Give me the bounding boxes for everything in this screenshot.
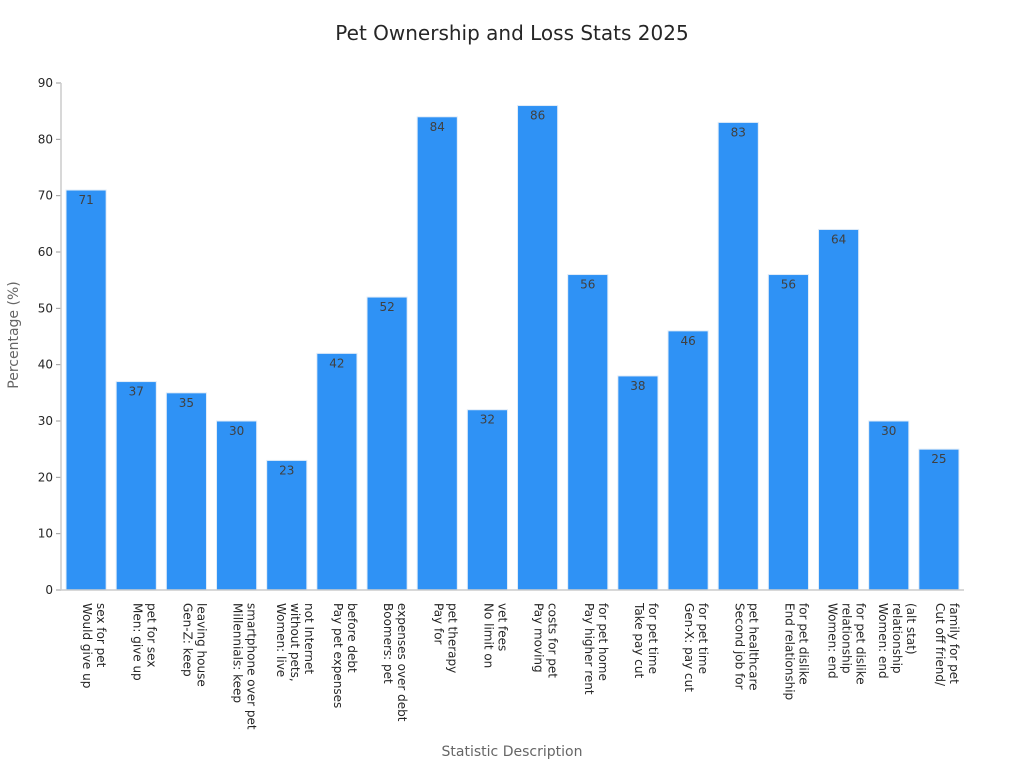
- x-tick-label: No limit onvet fees: [481, 603, 509, 668]
- x-tick-label: Cut off friend/family for pet: [933, 603, 961, 687]
- svg-text:Cut off friend/family for pet: Cut off friend/family for pet: [933, 603, 961, 687]
- bar: [667, 330, 709, 591]
- svg-text:Women: livewithout pets,not In: Women: livewithout pets,not Internet: [274, 603, 316, 682]
- y-tick-label: 20: [38, 470, 53, 484]
- bar-value-label: 71: [78, 193, 93, 207]
- x-tick-label: End relationshipfor pet dislike: [782, 603, 810, 700]
- y-tick-label: 70: [38, 189, 53, 203]
- bar: [918, 448, 960, 591]
- y-axis-title: Percentage (%): [6, 281, 22, 388]
- bar: [65, 189, 107, 591]
- svg-text:Pay higher rentfor pet home: Pay higher rentfor pet home: [582, 603, 610, 695]
- x-tick-label: Millennials: keepsmartphone over pet: [231, 603, 259, 730]
- bar-value-label: 37: [129, 385, 144, 399]
- bar: [567, 274, 609, 591]
- x-tick-label: Would give upsex for pet: [80, 603, 108, 688]
- bar-value-label: 64: [831, 232, 846, 246]
- x-tick-label: Women: endrelationship(alt stat): [876, 603, 918, 679]
- x-tick-label: Pay forpet therapy: [431, 603, 459, 673]
- x-tick-label: Women: endrelationshipfor pet dislike: [826, 603, 868, 685]
- svg-text:Boomers: petexpenses over debt: Boomers: petexpenses over debt: [381, 603, 409, 722]
- svg-text:Women: endrelationshipfor pet: Women: endrelationshipfor pet dislike: [826, 603, 868, 685]
- bar-value-label: 56: [580, 278, 595, 292]
- y-tick-label: 0: [45, 583, 53, 597]
- y-tick-label: 60: [38, 245, 53, 259]
- bar-value-label: 86: [530, 109, 545, 123]
- bar-value-label: 25: [931, 452, 946, 466]
- bar: [165, 392, 207, 591]
- x-tick-label: Gen-X: pay cutfor pet time: [682, 603, 710, 692]
- svg-text:Second job forpet healthcare: Second job forpet healthcare: [732, 603, 760, 691]
- x-tick-label: Pay pet expensesbefore debt: [331, 603, 359, 708]
- x-tick-label: Men: give uppet for sex: [130, 603, 158, 681]
- bar: [216, 420, 258, 591]
- bar: [266, 459, 308, 591]
- bars-group: 71 37 35 30 23 42 52 84 32 86 56 38 46 83 56 64 30 25: [65, 105, 960, 591]
- x-tick-label: Women: livewithout pets,not Internet: [274, 603, 316, 682]
- bar-value-label: 84: [430, 120, 445, 134]
- bar-value-label: 46: [680, 334, 695, 348]
- y-tick-label: 50: [38, 301, 53, 315]
- svg-text:Would give upsex for pet: Would give upsex for pet: [80, 603, 108, 688]
- bar-value-label: 23: [279, 463, 294, 477]
- bar: [366, 296, 408, 591]
- svg-text:Gen-Z: keepleaving house: Gen-Z: keepleaving house: [180, 603, 208, 687]
- svg-text:Women: endrelationship(alt sta: Women: endrelationship(alt stat): [876, 603, 918, 679]
- bar-value-label: 52: [379, 300, 394, 314]
- bar: [767, 274, 809, 591]
- svg-text:Take pay cutfor pet time: Take pay cutfor pet time: [632, 602, 660, 679]
- y-tick-label: 40: [38, 358, 53, 372]
- svg-text:End relationshipfor pet dislik: End relationshipfor pet dislike: [782, 603, 810, 700]
- svg-text:Pay pet expensesbefore debt: Pay pet expensesbefore debt: [331, 603, 359, 708]
- bar: [617, 375, 659, 591]
- bar-value-label: 32: [480, 413, 495, 427]
- svg-text:Pay movingcosts for pet: Pay movingcosts for pet: [532, 603, 560, 678]
- bar-value-label: 35: [179, 396, 194, 410]
- x-axis-title: Statistic Description: [442, 744, 583, 760]
- bar-value-label: 38: [630, 379, 645, 393]
- bar: [316, 352, 358, 591]
- bar-value-label: 56: [781, 278, 796, 292]
- x-tick-label: Gen-Z: keepleaving house: [180, 603, 208, 687]
- bar: [868, 420, 910, 591]
- svg-text:Gen-X: pay cutfor pet time: Gen-X: pay cutfor pet time: [682, 603, 710, 692]
- y-tick-label: 10: [38, 527, 53, 541]
- x-tick-label: Boomers: petexpenses over debt: [381, 603, 409, 722]
- bar-value-label: 83: [731, 125, 746, 139]
- y-tick-label: 30: [38, 414, 53, 428]
- svg-text:No limit onvet fees: No limit onvet fees: [481, 603, 509, 668]
- bar-value-label: 30: [229, 424, 244, 438]
- y-axis-ticks: 0 10 20 30 40 50 60 70 80 90: [38, 76, 61, 597]
- chart-title: Pet Ownership and Loss Stats 2025: [335, 21, 688, 45]
- bar-value-label: 42: [329, 356, 344, 370]
- svg-text:Men: give uppet for sex: Men: give uppet for sex: [130, 603, 158, 681]
- x-tick-label: Pay movingcosts for pet: [532, 603, 560, 678]
- bar-value-label: 30: [881, 424, 896, 438]
- bar: [517, 105, 559, 591]
- bar: [115, 381, 157, 591]
- bar: [416, 116, 458, 591]
- svg-text:Millennials: keepsmartphone ov: Millennials: keepsmartphone over pet: [231, 603, 259, 730]
- bar: [466, 409, 508, 591]
- bar: [818, 228, 860, 591]
- x-tick-label: Take pay cutfor pet time: [632, 602, 660, 679]
- x-axis-labels: Would give upsex for pet Men: give uppet …: [80, 602, 961, 730]
- y-tick-label: 80: [38, 132, 53, 146]
- x-tick-label: Second job forpet healthcare: [732, 603, 760, 691]
- x-tick-label: Pay higher rentfor pet home: [582, 603, 610, 695]
- bar: [717, 121, 759, 591]
- svg-text:Pay forpet therapy: Pay forpet therapy: [431, 603, 459, 673]
- y-tick-label: 90: [38, 76, 53, 90]
